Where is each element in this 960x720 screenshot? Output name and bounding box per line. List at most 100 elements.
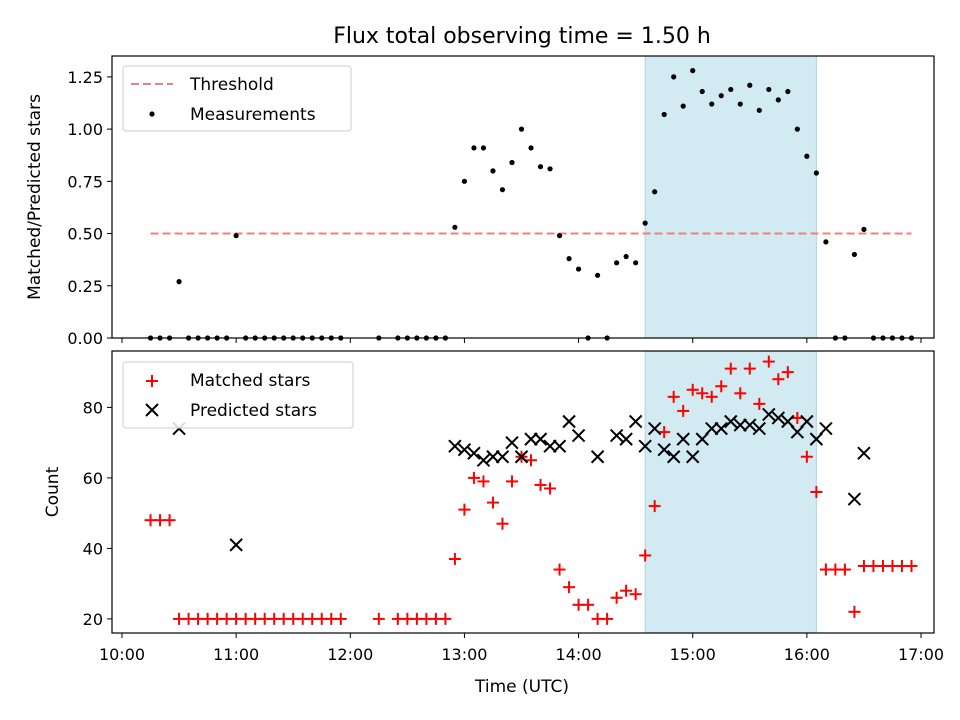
matched-star-point	[505, 475, 518, 488]
matched-star-point	[724, 362, 737, 375]
top-y-label: Matched/Predicted stars	[25, 94, 45, 300]
measurement-point	[642, 220, 648, 226]
bottom-axes-frame	[111, 350, 935, 634]
x-axis-label: Time (UTC)	[474, 677, 569, 697]
chart-title: Flux total observing time = 1.50 h	[333, 24, 711, 49]
measurement-point	[518, 126, 525, 132]
predicted-star-point	[590, 450, 605, 464]
predicted-star-point	[743, 418, 757, 432]
top-axes-frame	[111, 55, 935, 339]
matched-star-point	[525, 454, 538, 467]
predicted-star-point	[857, 446, 871, 460]
top-shaded-interval	[644, 55, 817, 339]
matched-star-point	[810, 486, 823, 498]
predicted-star-point	[647, 421, 662, 436]
measurement-point	[661, 111, 667, 118]
legend-threshold-label: Threshold	[189, 75, 274, 95]
legend-predicted-label: Predicted stars	[190, 401, 317, 421]
predicted-star-point	[229, 538, 243, 552]
matched-stars-points	[144, 355, 918, 625]
predicted-star-point	[476, 453, 491, 467]
matched-star-point	[781, 366, 794, 379]
x-tick-label: 10:00	[99, 645, 145, 664]
predicted-star-point	[467, 446, 481, 460]
predicted-stars-points	[172, 407, 871, 552]
predicted-star-point	[514, 450, 529, 464]
measurement-point	[594, 272, 601, 278]
predicted-star-point	[657, 442, 671, 457]
matched-star-point	[620, 584, 633, 597]
predicted-star-point	[486, 450, 500, 464]
shaded-band	[644, 55, 817, 339]
legend-matched-swatch	[146, 375, 158, 387]
matched-star-point	[601, 612, 614, 625]
predicted-star-point	[638, 439, 652, 453]
measurement-point	[861, 226, 867, 232]
matched-star-point	[667, 390, 680, 403]
predicted-star-point	[666, 450, 681, 464]
measurement-point	[737, 101, 743, 107]
matched-star-point	[800, 450, 813, 463]
measurement-point	[471, 145, 477, 151]
measurement-point	[633, 260, 639, 266]
x-tick-label: 12:00	[327, 645, 373, 664]
bottom-x-ticks: 10:00 11:00 12:00 13:00 14:00 15:00 16:00 17:00	[99, 633, 944, 664]
predicted-star-point	[819, 421, 833, 436]
matched-star-point	[486, 496, 499, 509]
matched-star-point	[658, 426, 671, 439]
top-panel: 0.00 0.25 0.50 0.75 1.00 1.25 Matched/Predict…	[25, 55, 935, 348]
measurement-point	[718, 93, 724, 99]
measurement-point	[652, 189, 658, 195]
x-tick-label: 16:00	[784, 645, 830, 664]
measurement-point	[775, 97, 781, 103]
matched-star-point	[677, 404, 690, 417]
predicted-star-point	[552, 439, 567, 453]
measurement-point	[614, 260, 620, 266]
matched-star-point	[696, 387, 709, 400]
top-x-ticks	[121, 338, 922, 343]
x-tick-label: 17:00	[898, 645, 944, 664]
shaded-band	[644, 350, 817, 634]
predicted-star-point	[781, 414, 795, 429]
measurement-point	[547, 166, 553, 172]
legend-measurements-swatch	[149, 111, 155, 117]
measurement-point	[699, 88, 705, 95]
matched-star-point	[610, 591, 623, 604]
y-tick-label: 20	[83, 610, 103, 629]
predicted-star-point	[771, 411, 786, 425]
measurement-point	[452, 224, 458, 230]
measurement-point	[785, 88, 791, 95]
predicted-star-point	[448, 439, 462, 453]
matched-star-point	[743, 362, 756, 375]
predicted-star-point	[695, 432, 709, 446]
predicted-star-point	[505, 435, 519, 450]
matched-star-point	[467, 471, 480, 484]
matched-star-point	[458, 503, 471, 516]
y-tick-label: 1.00	[67, 120, 103, 139]
measurement-point	[794, 126, 800, 132]
measurement-point	[728, 86, 734, 93]
predicted-star-point	[790, 425, 805, 439]
matched-star-point	[448, 552, 461, 565]
measurement-point	[461, 178, 468, 184]
y-tick-label: 0.25	[67, 277, 103, 296]
y-tick-label: 1.25	[67, 68, 103, 87]
matched-star-point	[553, 563, 566, 576]
measurement-point	[490, 168, 496, 174]
y-tick-label: 80	[83, 398, 103, 417]
measurement-point	[509, 159, 515, 166]
y-tick-label: 0.75	[67, 172, 103, 191]
matched-star-point	[905, 560, 918, 573]
measurement-point	[813, 170, 819, 176]
predicted-star-point	[714, 421, 728, 436]
predicted-star-point	[524, 432, 538, 446]
matched-star-point	[648, 500, 661, 513]
matched-star-point	[772, 373, 785, 386]
predicted-star-point	[800, 414, 814, 429]
predicted-star-point	[495, 450, 510, 464]
measurement-point	[176, 279, 182, 285]
matched-star-point	[372, 612, 385, 625]
x-tick-label: 11:00	[213, 645, 259, 664]
